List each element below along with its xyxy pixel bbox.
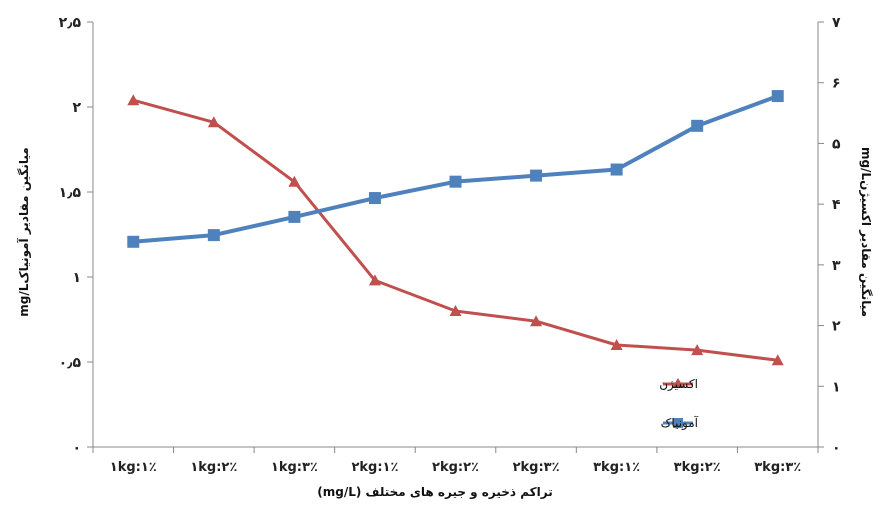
right-tick-label: ۷: [832, 15, 841, 31]
data-point-square: [127, 235, 140, 248]
legend-item-oxygen: اکسیژن: [659, 377, 698, 392]
left-y-axis-title: میانگین مقادیر آمونیاکmg/L: [16, 147, 32, 316]
series-ammonia: [127, 90, 784, 248]
x-tick-label: ۳kg:۲٪: [674, 460, 721, 475]
left-tick-label: ۲: [72, 100, 81, 116]
data-point-square: [288, 210, 301, 223]
x-tick-label: ۱kg:۱٪: [110, 460, 157, 475]
x-tick-label: ۱kg:۳٪: [271, 460, 318, 475]
right-tick-label: ۲: [832, 319, 841, 335]
legend: اکسیژن آمونیاک: [659, 377, 698, 431]
data-point-square: [530, 169, 543, 182]
data-point-square: [610, 163, 623, 176]
data-point-triangle: [610, 339, 623, 350]
legend-oxygen-label: اکسیژن: [659, 377, 698, 392]
left-tick-label: ۱٫۵: [59, 185, 82, 201]
data-point-triangle: [288, 175, 301, 187]
right-tick-label: ۳: [832, 258, 841, 274]
right-tick-label: ۴: [832, 197, 841, 213]
right-tick-label: ۰: [832, 440, 841, 456]
series-layer: [127, 90, 784, 366]
x-tick-label: ۲kg:۲٪: [432, 460, 479, 475]
legend-ammonia-label: آمونیاک: [661, 415, 699, 431]
right-tick-label: ۶: [832, 76, 841, 92]
data-point-triangle: [771, 354, 784, 366]
data-point-square: [691, 119, 704, 132]
data-point-triangle: [449, 305, 462, 316]
series-line: [133, 94, 779, 244]
data-point-triangle: [368, 274, 381, 286]
right-tick-label: ۵: [832, 136, 841, 152]
left-tick-label: ۰٫۵: [59, 355, 82, 371]
data-point-triangle: [530, 315, 543, 327]
x-tick-label: ۲kg:۱٪: [351, 460, 398, 475]
x-axis: ۱kg:۱٪ ۱kg:۲٪ ۱kg:۳٪ ۲kg:۱٪ ۲kg:۲٪ ۲kg:۳٪ ۳kg:…: [92, 446, 819, 475]
legend-oxygen-marker: [672, 378, 684, 388]
left-tick-label: ۱: [72, 270, 81, 286]
x-tick-label: ۳kg:۳٪: [754, 460, 801, 475]
x-tick-label: ۱kg:۲٪: [190, 460, 237, 475]
left-y-axis: ۰ ۰٫۵ ۱ ۱٫۵ ۲ ۲٫۵: [59, 15, 94, 456]
data-point-triangle: [207, 116, 220, 128]
right-y-axis: ۰ ۱ ۲ ۳ ۴ ۵ ۶ ۷: [817, 15, 841, 456]
data-point-square: [771, 90, 784, 103]
series-oxygen: [127, 94, 784, 366]
right-y-axis-title: میانگین مقادیر اکسیژنmg/L: [859, 147, 873, 317]
data-point-square: [449, 175, 462, 188]
legend-item-ammonia: آمونیاک: [661, 415, 699, 431]
data-point-triangle: [127, 94, 140, 106]
data-point-square: [207, 229, 220, 242]
legend-ammonia-marker: [673, 418, 683, 428]
left-tick-label: ۰: [72, 440, 81, 456]
data-point-square: [368, 192, 381, 205]
left-tick-label: ۲٫۵: [59, 15, 82, 31]
x-tick-label: ۳kg:۱٪: [593, 460, 640, 475]
x-tick-label: ۲kg:۳٪: [513, 460, 560, 475]
x-axis-title: تراکم ذخیره و جیره های مختلف (mg/L): [317, 485, 552, 500]
right-tick-label: ۱: [832, 379, 841, 395]
data-point-triangle: [691, 344, 704, 356]
